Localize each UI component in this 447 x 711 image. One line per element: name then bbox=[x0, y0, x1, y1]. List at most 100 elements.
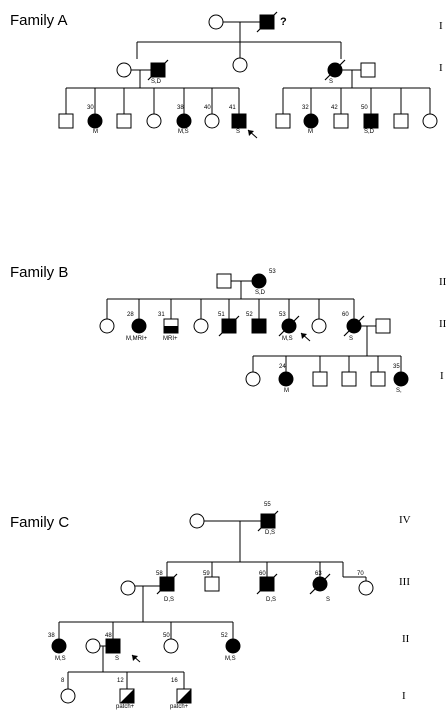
deceased-mark bbox=[147, 59, 169, 81]
age-label: 16 bbox=[171, 678, 178, 684]
age-label: 60 bbox=[342, 312, 349, 318]
female-symbol bbox=[303, 113, 319, 129]
deceased-mark bbox=[309, 573, 331, 595]
phenotype-code: D,S bbox=[265, 530, 276, 536]
age-label: 52 bbox=[246, 312, 253, 318]
female-symbol bbox=[60, 688, 76, 704]
generation-label: II bbox=[402, 633, 410, 645]
age-label: 63 bbox=[315, 571, 322, 577]
family-c-title: Family C bbox=[10, 514, 70, 531]
age-label: 41 bbox=[229, 105, 236, 111]
female-symbol bbox=[87, 113, 103, 129]
male-symbol bbox=[363, 113, 379, 129]
male-symbol bbox=[251, 318, 267, 334]
deceased-mark bbox=[257, 510, 279, 532]
deceased-mark bbox=[218, 315, 240, 337]
female-symbol bbox=[85, 638, 101, 654]
female-symbol bbox=[204, 113, 220, 129]
female-symbol bbox=[99, 318, 115, 334]
partial-affected-fill bbox=[120, 689, 134, 703]
male-symbol bbox=[105, 638, 121, 654]
age-label: 38 bbox=[177, 105, 184, 111]
phenotype-code: S,D bbox=[151, 79, 162, 85]
age-label: 24 bbox=[279, 364, 286, 370]
partial-affected-fill bbox=[164, 326, 178, 333]
male-symbol bbox=[231, 113, 247, 129]
proband-arrow bbox=[132, 655, 138, 661]
female-symbol bbox=[245, 371, 261, 387]
female-symbol bbox=[278, 371, 294, 387]
age-label: 28 bbox=[127, 312, 134, 318]
age-label: 53 bbox=[279, 312, 286, 318]
deceased-mark bbox=[256, 573, 278, 595]
male-symbol bbox=[275, 113, 291, 129]
deceased-mark bbox=[278, 315, 300, 337]
deceased-mark bbox=[156, 573, 178, 595]
generation-label: I bbox=[402, 690, 406, 702]
deceased-mark bbox=[343, 315, 365, 337]
age-label: 52 bbox=[221, 633, 228, 639]
age-label: 60 bbox=[259, 571, 266, 577]
female-symbol bbox=[232, 57, 248, 73]
female-symbol bbox=[422, 113, 438, 129]
phenotype-code: patch+ bbox=[170, 704, 189, 710]
male-symbol bbox=[341, 371, 357, 387]
male-symbol bbox=[204, 576, 220, 592]
female-symbol bbox=[225, 638, 241, 654]
age-label: 48 bbox=[105, 633, 112, 639]
age-label: 31 bbox=[158, 312, 165, 318]
female-symbol bbox=[146, 113, 162, 129]
phenotype-code: S bbox=[329, 79, 334, 85]
age-label: 40 bbox=[204, 105, 211, 111]
female-symbol bbox=[120, 580, 136, 596]
phenotype-code: MRI+ bbox=[163, 336, 178, 342]
age-label: 8 bbox=[61, 678, 65, 684]
female-symbol bbox=[251, 273, 267, 289]
age-label: 59 bbox=[203, 571, 210, 577]
proband-arrow bbox=[301, 333, 307, 339]
female-symbol bbox=[393, 371, 409, 387]
age-label: 30 bbox=[87, 105, 94, 111]
partial-affected-fill bbox=[177, 689, 191, 703]
age-label: 58 bbox=[156, 571, 163, 577]
age-label: 42 bbox=[331, 105, 338, 111]
age-label: 51 bbox=[218, 312, 225, 318]
female-symbol bbox=[189, 513, 205, 529]
male-symbol bbox=[312, 371, 328, 387]
male-symbol bbox=[333, 113, 349, 129]
phenotype-code: M,S bbox=[225, 656, 236, 662]
generation-label: I bbox=[439, 62, 443, 74]
age-label: 70 bbox=[357, 571, 364, 577]
phenotype-code: M,S bbox=[282, 336, 293, 342]
female-symbol bbox=[51, 638, 67, 654]
male-symbol bbox=[116, 113, 132, 129]
female-symbol bbox=[131, 318, 147, 334]
male-symbol bbox=[375, 318, 391, 334]
age-label: 55 bbox=[264, 502, 271, 508]
phenotype-code: S bbox=[115, 656, 120, 662]
generation-label: II bbox=[439, 318, 447, 330]
phenotype-code: S bbox=[326, 597, 331, 603]
age-label: 53 bbox=[269, 269, 276, 275]
unknown-status-mark: ? bbox=[280, 16, 287, 28]
phenotype-code: M bbox=[308, 129, 313, 135]
age-label: 50 bbox=[163, 633, 170, 639]
male-symbol bbox=[370, 371, 386, 387]
male-symbol bbox=[216, 273, 232, 289]
phenotype-code: M bbox=[284, 388, 289, 394]
female-symbol bbox=[163, 638, 179, 654]
female-symbol bbox=[176, 113, 192, 129]
phenotype-code: M,S bbox=[178, 129, 189, 135]
generation-label: III bbox=[399, 576, 410, 588]
male-symbol bbox=[58, 113, 74, 129]
female-symbol bbox=[358, 580, 374, 596]
phenotype-code: S, bbox=[396, 388, 402, 394]
generation-label: I bbox=[440, 370, 444, 382]
age-label: 38 bbox=[48, 633, 55, 639]
male-symbol bbox=[360, 62, 376, 78]
generation-label: II bbox=[439, 276, 447, 288]
female-symbol bbox=[208, 14, 224, 30]
phenotype-code: S bbox=[349, 336, 354, 342]
age-label: 12 bbox=[117, 678, 124, 684]
